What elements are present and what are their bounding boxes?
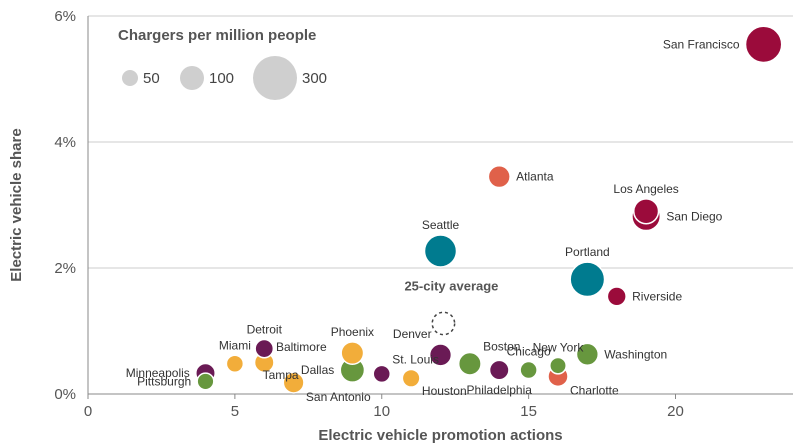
x-axis-title: Electric vehicle promotion actions: [318, 427, 562, 444]
bubble-boston: [457, 351, 482, 376]
city-label-portland: Portland: [565, 245, 610, 259]
city-label-chicago: Chicago: [507, 345, 551, 359]
x-tick-label: 5: [231, 403, 239, 420]
tick-labels: 0% 2% 4% 6% 0 5 10 15 20: [54, 8, 684, 420]
bubble-detroit: [254, 338, 275, 359]
x-tick-label: 10: [373, 403, 390, 420]
y-tick-label: 6%: [54, 8, 76, 25]
bubble-denver: [428, 343, 453, 367]
city-label-pittsburgh: Pittsburgh: [137, 374, 191, 388]
city-labels: 25-city average San Francisco Atlanta Los A…: [126, 37, 740, 404]
city-label-philadelphia: Philadelphia: [467, 383, 533, 397]
bubble-phoenix: [340, 341, 365, 365]
bubble-riverside: [606, 286, 627, 307]
city-label-denver: Denver: [393, 327, 432, 341]
city-label-new-york: New York: [533, 340, 585, 354]
city-label-st-louis: St. Louis: [392, 352, 439, 366]
axes: [87, 16, 793, 399]
city-label-san-francisco: San Francisco: [663, 37, 740, 51]
city-label-phoenix: Phoenix: [331, 325, 374, 339]
city-label-tampa: Tampa: [263, 368, 299, 382]
y-tick-label: 4%: [54, 134, 76, 151]
city-label-houston: Houston: [422, 384, 467, 398]
bubble-chicago: [519, 360, 538, 380]
bubble-miami: [225, 354, 245, 374]
city-label-detroit: Detroit: [247, 323, 283, 337]
gridlines: [88, 15, 793, 269]
bubble-washington: [575, 342, 600, 366]
legend-title: Chargers per million people: [118, 27, 316, 44]
city-label-seattle: Seattle: [422, 218, 460, 232]
x-tick-label: 15: [520, 403, 537, 420]
bubble-new-york: [549, 356, 567, 375]
average-marker: [431, 311, 456, 336]
bubbles: [195, 25, 783, 394]
size-legend: Chargers per million people 50 100 300: [118, 27, 327, 100]
bubble-st-louis: [372, 364, 391, 384]
bubble-san-antonio: [282, 371, 305, 394]
legend-label-50: 50: [143, 70, 160, 87]
bubble-seattle: [423, 234, 458, 268]
city-label-san-antonio: San Antonio: [306, 390, 371, 404]
y-tick-label: 2%: [54, 260, 76, 277]
bubble-philadelphia: [488, 359, 510, 381]
bubble-houston: [401, 368, 421, 388]
city-label-miami: Miami: [219, 338, 251, 352]
city-label-minneapolis: Minneapolis: [126, 366, 190, 380]
bubble-pittsburgh: [196, 372, 215, 391]
city-label-los-angeles: Los Angeles: [613, 182, 678, 196]
city-label-atlanta: Atlanta: [516, 170, 554, 184]
legend-label-300: 300: [302, 70, 327, 87]
legend-bubble-100: [180, 66, 204, 90]
legend-bubble-50: [122, 70, 138, 86]
city-label-san-diego: San Diego: [666, 209, 722, 223]
city-label-charlotte: Charlotte: [570, 383, 619, 397]
bubble-los-angeles: [632, 198, 660, 225]
bubble-portland: [569, 261, 606, 298]
city-label-riverside: Riverside: [632, 289, 682, 303]
city-label-washington: Washington: [604, 347, 667, 361]
legend-label-100: 100: [209, 70, 234, 87]
city-label-baltimore: Baltimore: [276, 340, 327, 354]
average-label: 25-city average: [404, 278, 498, 293]
bubble-san-francisco: [744, 25, 783, 64]
city-label-dallas: Dallas: [301, 363, 334, 377]
x-tick-label: 0: [84, 403, 92, 420]
x-tick-label: 20: [667, 403, 684, 420]
y-tick-label: 0%: [54, 386, 76, 403]
legend-bubble-300: [253, 56, 297, 100]
y-axis-title: Electric vehicle share: [8, 128, 25, 281]
city-label-boston: Boston: [483, 340, 520, 354]
bubble-atlanta: [487, 165, 511, 189]
